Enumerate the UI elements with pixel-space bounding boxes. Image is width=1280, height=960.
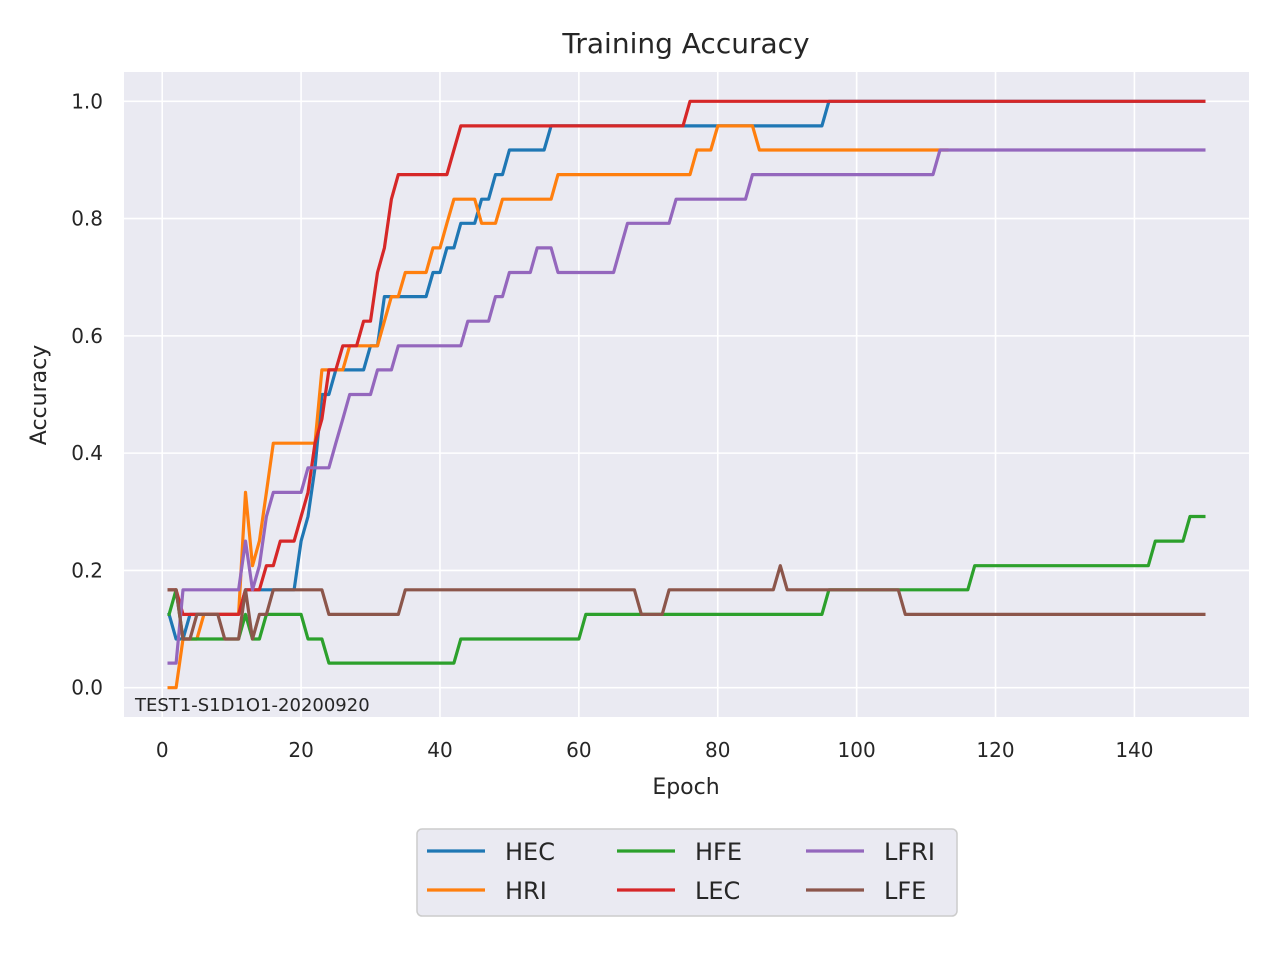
legend-label-hfe: HFE — [695, 838, 742, 866]
run-id-annotation: TEST1-S1D1O1-20200920 — [134, 695, 370, 716]
series-line-lfe — [167, 564, 1206, 641]
legend-label-hec: HEC — [505, 838, 555, 866]
y-tick-labels: 0.0 0.2 0.4 0.6 0.8 1.0 — [71, 89, 103, 699]
y-tick-label: 1.0 — [71, 89, 103, 113]
y-tick-label: 0.0 — [71, 676, 103, 700]
x-tick-label: 40 — [427, 738, 452, 762]
y-tick-label: 0.6 — [71, 324, 103, 348]
series-lines — [167, 99, 1206, 690]
series-line-lfri — [167, 148, 1206, 665]
x-tick-label: 140 — [1115, 738, 1153, 762]
legend-label-lec: LEC — [695, 877, 740, 905]
y-axis-label: Accuracy — [27, 345, 52, 445]
y-tick-label: 0.2 — [71, 558, 103, 582]
x-tick-label: 20 — [288, 738, 313, 762]
x-tick-label: 120 — [976, 738, 1014, 762]
legend-label-lfe: LFE — [884, 877, 926, 905]
x-tick-labels: 0 20 40 60 80 100 120 140 — [156, 738, 1154, 762]
legend-label-hri: HRI — [505, 877, 547, 905]
x-tick-label: 100 — [838, 738, 876, 762]
legend: HEC HRI HFE LEC LFRI LFE — [416, 828, 958, 917]
y-tick-label: 0.4 — [71, 441, 103, 465]
x-axis-label: Epoch — [652, 775, 719, 800]
series-line-lec — [167, 99, 1206, 617]
legend-box — [416, 828, 958, 917]
x-tick-label: 60 — [566, 738, 591, 762]
plot-area — [124, 72, 1249, 717]
gridlines — [124, 72, 1249, 717]
y-tick-label: 0.8 — [71, 207, 103, 231]
series-line-hfe — [167, 514, 1206, 665]
chart-title: Training Accuracy — [561, 27, 809, 60]
legend-label-lfri: LFRI — [884, 838, 935, 866]
x-tick-label: 0 — [156, 738, 169, 762]
x-tick-label: 80 — [705, 738, 730, 762]
